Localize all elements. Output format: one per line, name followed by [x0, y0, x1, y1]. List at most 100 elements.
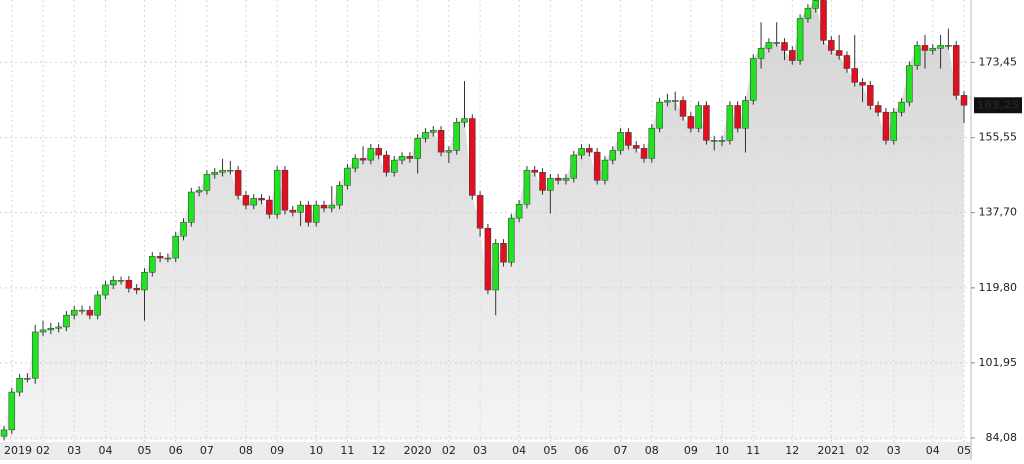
candle-body: [320, 204, 328, 209]
candle-body: [336, 185, 343, 206]
x-tick-label: 02: [442, 444, 456, 457]
x-tick-label: 10: [309, 444, 323, 457]
x-tick-label: 04: [926, 444, 940, 457]
candle-body: [828, 40, 835, 51]
candle-body: [921, 45, 929, 51]
candle-body: [671, 100, 679, 102]
candle-body: [164, 257, 172, 260]
candle-body: [882, 111, 890, 141]
candle-body: [765, 42, 773, 49]
candle-body: [297, 204, 304, 213]
x-axis-band: [0, 442, 972, 460]
candle-body: [874, 105, 882, 113]
candle-body: [227, 169, 234, 172]
candle-body: [211, 172, 218, 175]
x-tick-label: 06: [169, 444, 183, 457]
candle-body: [219, 169, 226, 173]
candle-body: [593, 151, 601, 181]
candle-body: [172, 235, 179, 259]
candle-body: [867, 85, 874, 106]
candle-body: [422, 132, 429, 139]
x-tick-label: 05: [137, 444, 151, 457]
candle-body: [312, 204, 320, 223]
candle-body: [695, 105, 702, 129]
candle-body: [773, 42, 780, 44]
candle-body: [70, 309, 78, 316]
last-price-label: 163,25: [977, 98, 1019, 111]
candle-body: [492, 243, 499, 291]
x-tick-label: 11: [340, 444, 354, 457]
candle-body: [242, 195, 250, 206]
candle-body: [789, 50, 796, 61]
candle-body: [86, 309, 94, 316]
candle-body: [110, 280, 117, 286]
x-tick-label: 04: [512, 444, 526, 457]
candle-body: [554, 177, 562, 181]
candle-body: [718, 140, 726, 142]
x-tick-label: 09: [684, 444, 698, 457]
candle-body: [710, 140, 718, 142]
candle-body: [929, 48, 937, 51]
candle-body: [913, 45, 921, 66]
candle-body: [586, 148, 593, 153]
candle-body: [469, 118, 476, 196]
candle-body: [757, 48, 765, 59]
candle-body: [31, 331, 39, 379]
candle-body: [609, 150, 617, 161]
x-tick-label: 03: [67, 444, 81, 457]
candle-body: [203, 174, 211, 191]
candle-body: [258, 198, 265, 201]
candle-body: [601, 159, 609, 181]
x-tick-label: 02: [36, 444, 50, 457]
candle-body: [570, 154, 578, 179]
y-tick-label: 84,08: [986, 431, 1018, 444]
candle-body: [430, 130, 437, 133]
candle-body: [0, 429, 8, 437]
x-tick-label: 2020: [404, 444, 432, 457]
candle-body: [133, 288, 140, 291]
candle-body: [305, 204, 312, 223]
candle-body: [859, 82, 866, 86]
candle-body: [195, 190, 203, 193]
candle-body: [625, 132, 632, 146]
candle-body: [180, 222, 187, 237]
candle-body: [414, 138, 421, 159]
candle-body: [24, 377, 31, 380]
candle-body: [632, 145, 640, 149]
candle-body: [742, 100, 749, 129]
candle-body: [16, 377, 23, 393]
candle-body: [55, 326, 62, 329]
candle-body: [952, 45, 960, 96]
x-tick-label: 06: [575, 444, 589, 457]
candle-body: [726, 105, 734, 141]
candle-body: [945, 45, 952, 47]
x-tick-label: 07: [200, 444, 214, 457]
candle-body: [39, 329, 47, 333]
candle-body: [390, 159, 398, 173]
candle-body: [141, 272, 148, 291]
x-tick-label: 07: [614, 444, 628, 457]
x-tick-label: 02: [856, 444, 870, 457]
candle-body: [125, 280, 133, 289]
candle-body: [188, 191, 195, 223]
candle-body: [835, 50, 843, 56]
x-tick-label: 08: [239, 444, 253, 457]
candle-body: [734, 105, 741, 129]
candle-body: [937, 45, 944, 49]
x-tick-label: 05: [957, 444, 971, 457]
candle-body: [289, 209, 297, 213]
x-tick-label: 10: [715, 444, 729, 457]
candle-body: [539, 172, 546, 191]
candle-body: [117, 280, 125, 282]
candle-body: [500, 243, 507, 263]
y-tick-label: 119,80: [979, 281, 1018, 294]
x-tick-label: 08: [645, 444, 659, 457]
x-tick-label: 04: [98, 444, 112, 457]
candle-body: [906, 65, 913, 103]
candle-body: [898, 101, 905, 113]
candle-body: [796, 18, 804, 61]
candle-body: [398, 156, 406, 161]
x-tick-label: 2021: [817, 444, 845, 457]
candle-body: [484, 227, 492, 291]
